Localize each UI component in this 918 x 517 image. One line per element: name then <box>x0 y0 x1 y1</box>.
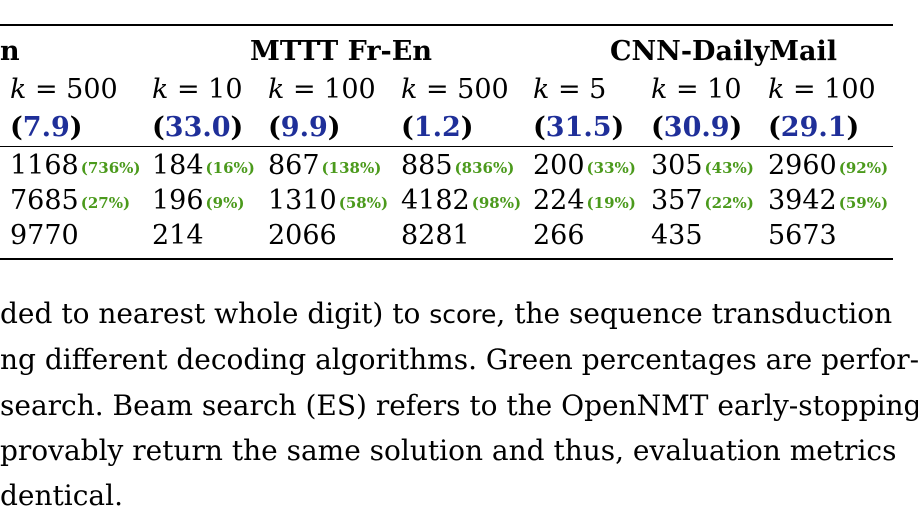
table-cell: 2960 (92%) <box>768 150 889 181</box>
score-col6: (30.9) <box>651 112 743 143</box>
table-cell: 5673 <box>768 220 837 251</box>
score-col2: (33.0) <box>152 112 244 143</box>
group-header-cnn: CNN-DailyMail <box>610 36 838 67</box>
k-header-col5: k = 5 <box>533 74 607 105</box>
caption-line-5: dentical. <box>0 479 123 512</box>
k-header-col1: k = 500 <box>10 74 118 105</box>
table-cell: 1168 (736%) <box>10 150 141 181</box>
table-cell: 266 <box>533 220 585 251</box>
k-header-col7: k = 100 <box>768 74 876 105</box>
caption-line-3: search. Beam search (ES) refers to the O… <box>0 389 918 422</box>
table-cell: 7685 (27%) <box>10 185 131 216</box>
caption-line-4: provably return the same solution and th… <box>0 434 897 467</box>
table-cell: 1310 (58%) <box>268 185 389 216</box>
score-col7: (29.1) <box>768 112 860 143</box>
caption-line-2: ng different decoding algorithms. Green … <box>0 343 918 376</box>
table-cell: 885 (836%) <box>401 150 515 181</box>
score-col3: (9.9) <box>268 112 341 143</box>
table-cell: 4182 (98%) <box>401 185 522 216</box>
score-col5: (31.5) <box>533 112 625 143</box>
table-top-rule <box>0 24 893 26</box>
score-col1: (7.9) <box>10 112 83 143</box>
k-header-col3: k = 100 <box>268 74 376 105</box>
k-header-col6: k = 10 <box>651 74 742 105</box>
table-cell: 435 <box>651 220 703 251</box>
group-header-left-fragment: n <box>0 36 20 67</box>
table-cell: 305 (43%) <box>651 150 754 181</box>
table-cell: 3942 (59%) <box>768 185 889 216</box>
group-header-mttt: MTTT Fr-En <box>250 36 432 67</box>
k-header-col2: k = 10 <box>152 74 243 105</box>
table-cell: 200 (33%) <box>533 150 636 181</box>
table-bottom-rule <box>0 258 893 260</box>
table-cell: 184 (16%) <box>152 150 255 181</box>
score-col4: (1.2) <box>401 112 474 143</box>
table-cell: 867 (138%) <box>268 150 382 181</box>
table-cell: 224 (19%) <box>533 185 636 216</box>
table-cell: 214 <box>152 220 204 251</box>
table-cell: 357 (22%) <box>651 185 754 216</box>
table-cell: 196 (9%) <box>152 185 245 216</box>
table-mid-rule <box>0 146 893 147</box>
table-cell: 8281 <box>401 220 470 251</box>
k-header-col4: k = 500 <box>401 74 509 105</box>
caption-line-1: ded to nearest whole digit) to score, th… <box>0 297 893 330</box>
table-cell: 9770 <box>10 220 79 251</box>
table-cell: 2066 <box>268 220 337 251</box>
